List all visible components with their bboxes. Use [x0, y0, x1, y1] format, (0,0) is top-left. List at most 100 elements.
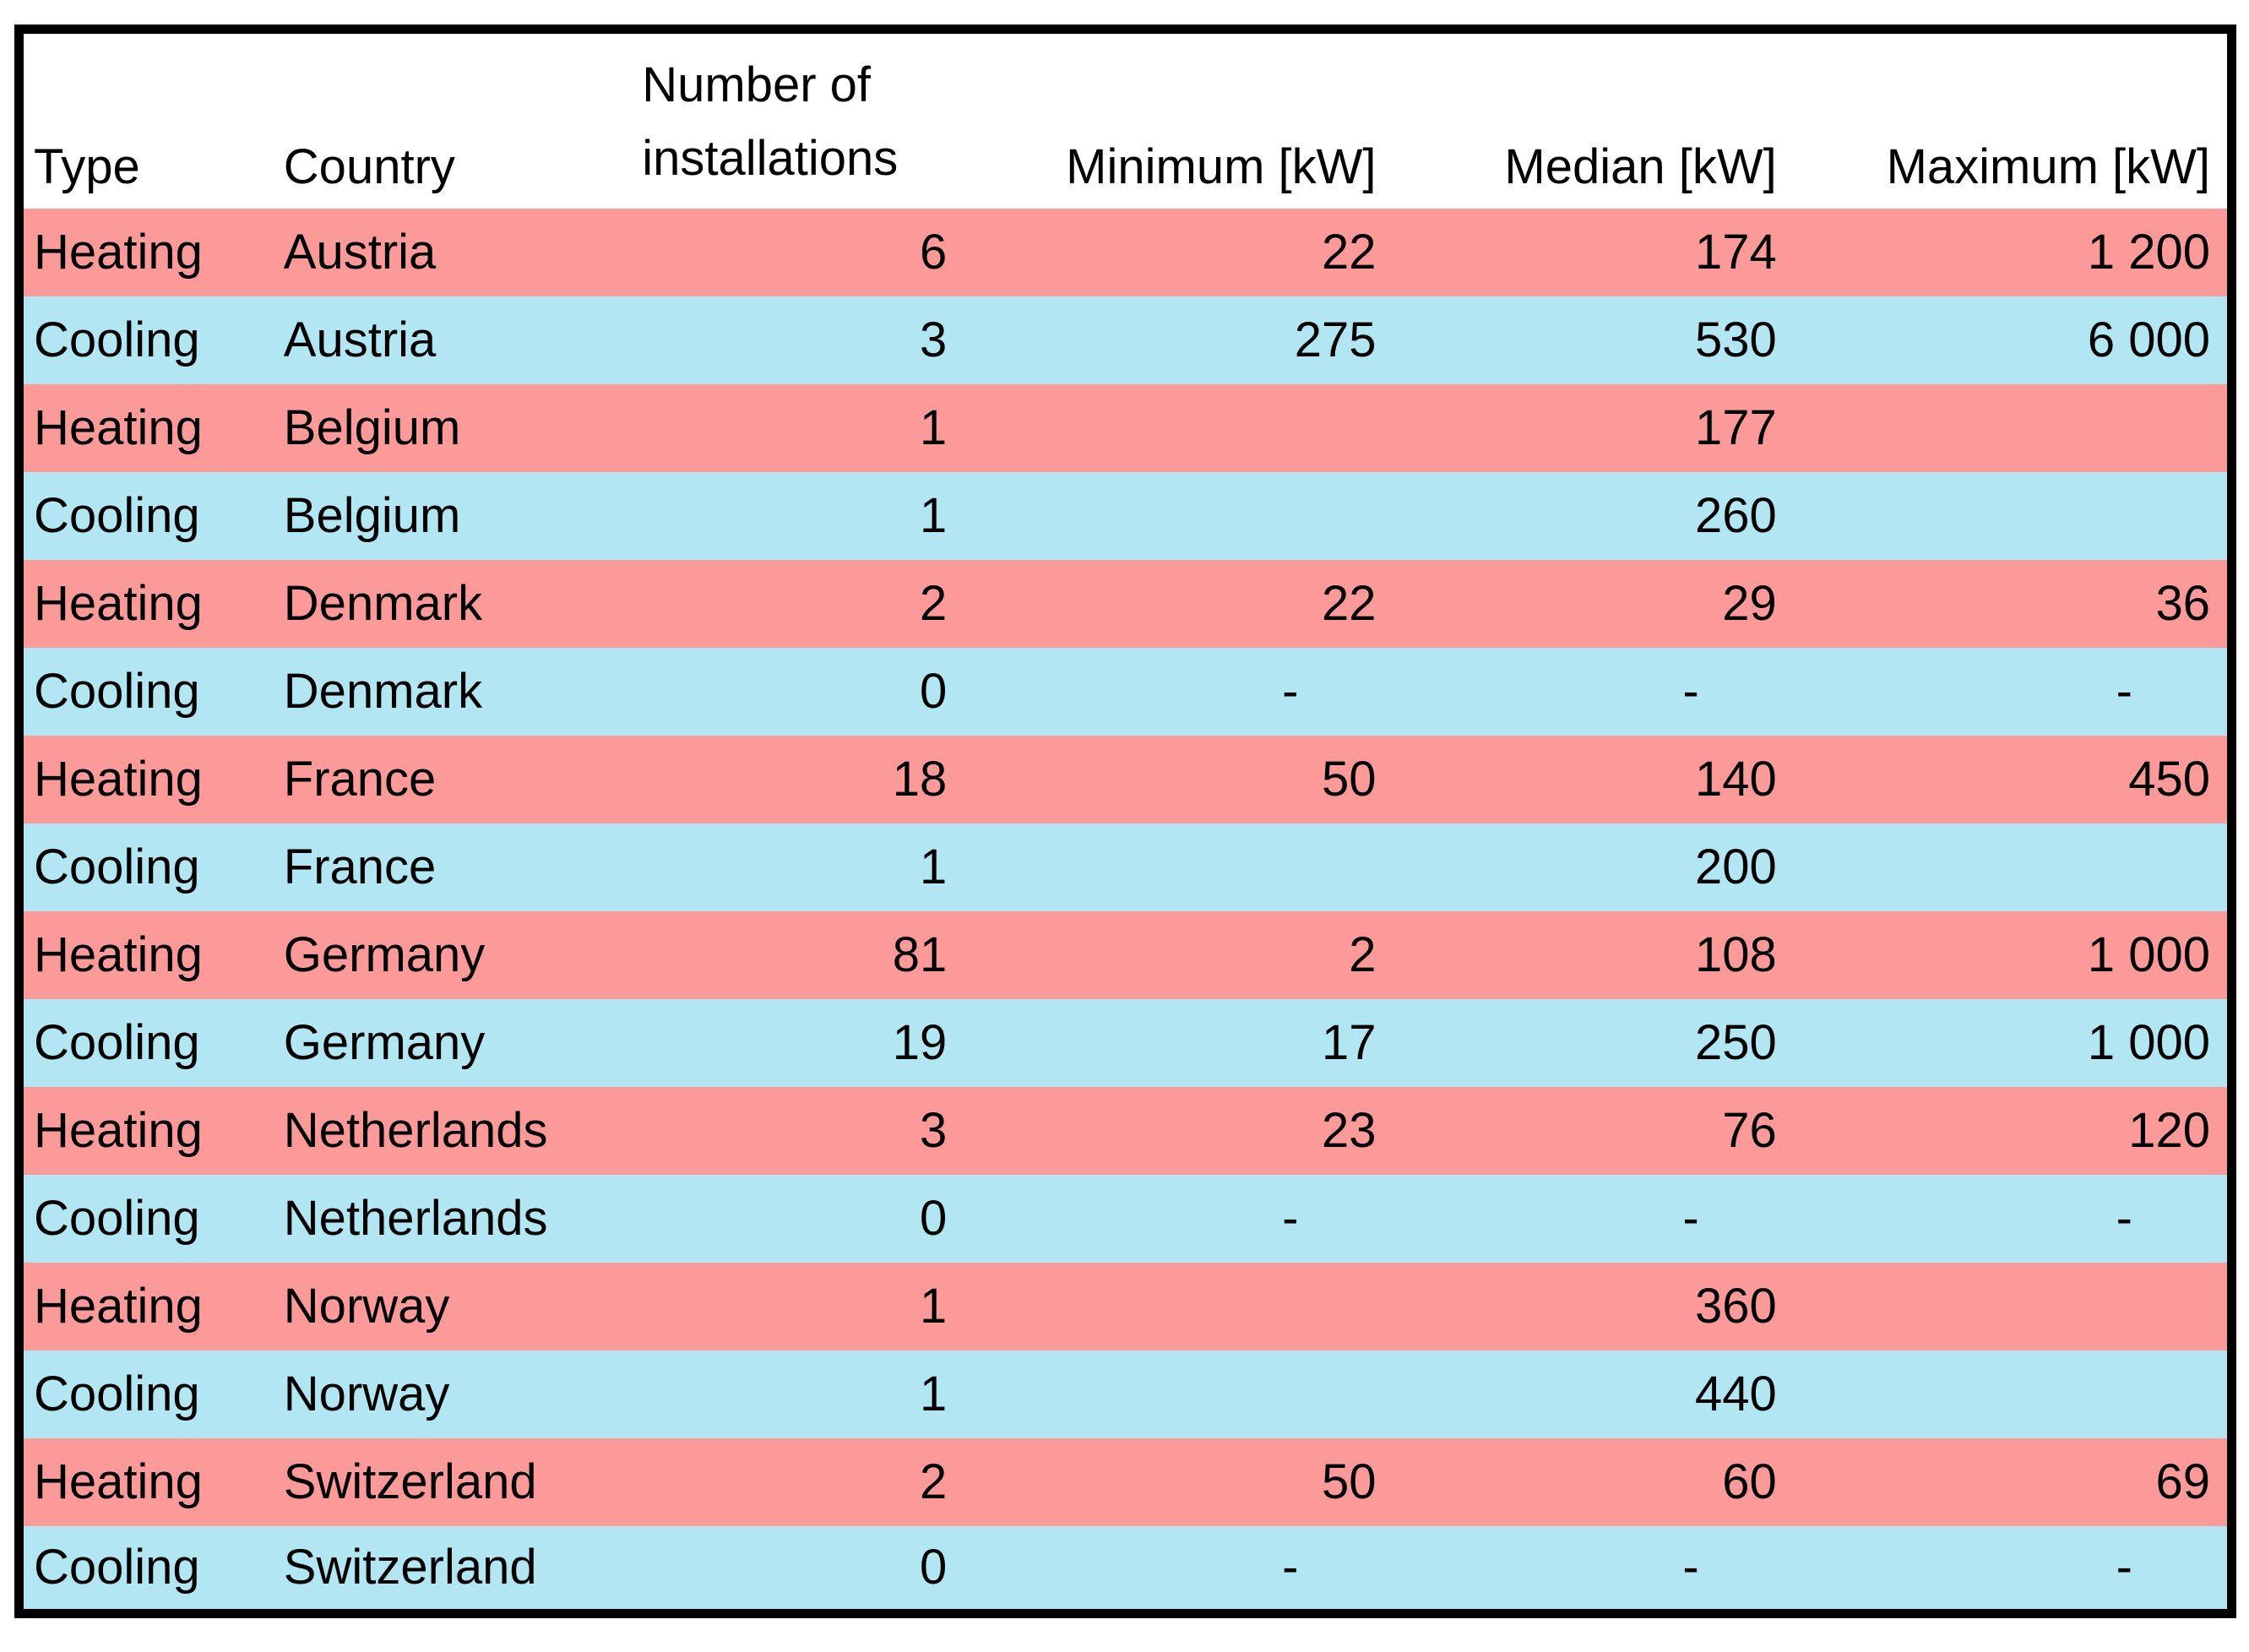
cell-type: Heating — [19, 735, 274, 823]
cell-type: Cooling — [19, 1174, 274, 1263]
cell-country: Netherlands — [273, 1086, 633, 1175]
cell-minimum — [964, 1350, 1393, 1438]
cell-maximum: 1 000 — [1793, 998, 2232, 1087]
cell-minimum: 22 — [964, 559, 1393, 648]
cell-country: Switzerland — [273, 1437, 633, 1526]
table-row: Heating Denmark 2 22 29 36 — [19, 559, 2232, 648]
cell-type: Cooling — [19, 1525, 274, 1614]
cell-country: Netherlands — [273, 1174, 633, 1263]
cell-country: Belgium — [273, 383, 633, 472]
cell-type: Heating — [19, 910, 274, 999]
cell-country: France — [273, 823, 633, 911]
cell-minimum — [964, 823, 1393, 911]
col-header-minimum: Minimum [kW] — [964, 29, 1393, 209]
cell-maximum — [1793, 471, 2232, 560]
cell-minimum: 22 — [964, 208, 1393, 296]
cell-installations: 0 — [632, 1525, 964, 1614]
cell-median: 60 — [1393, 1437, 1794, 1526]
cell-country: Denmark — [273, 559, 633, 648]
cell-type: Heating — [19, 1262, 274, 1350]
cell-country: Norway — [273, 1262, 633, 1350]
cell-median: 200 — [1393, 823, 1794, 911]
cell-maximum: 120 — [1793, 1086, 2232, 1175]
cell-minimum — [964, 383, 1393, 472]
header-row: Type Country Number of installations Min… — [19, 29, 2232, 209]
cell-type: Cooling — [19, 647, 274, 736]
cell-type: Cooling — [19, 998, 274, 1087]
cell-installations: 1 — [632, 471, 964, 560]
cell-minimum — [964, 471, 1393, 560]
col-header-installations: Number of installations — [632, 29, 964, 209]
cell-median: 260 — [1393, 471, 1794, 560]
col-header-maximum: Maximum [kW] — [1793, 29, 2232, 209]
cell-installations: 19 — [632, 998, 964, 1087]
cell-maximum: 1 200 — [1793, 208, 2232, 296]
table-row: Cooling Switzerland 0- - - — [19, 1525, 2232, 1614]
cell-maximum: 1 000 — [1793, 910, 2232, 999]
cell-median: 29 — [1393, 559, 1794, 648]
cell-installations: 2 — [632, 1437, 964, 1526]
table-row: Cooling Denmark 0- - - — [19, 647, 2232, 736]
cell-maximum: - — [1793, 647, 2232, 736]
cell-minimum: 50 — [964, 1437, 1393, 1526]
table-row: Cooling Norway 1 440 — [19, 1350, 2232, 1438]
cell-minimum: 23 — [964, 1086, 1393, 1175]
cell-median: 530 — [1393, 296, 1794, 384]
cell-installations: 81 — [632, 910, 964, 999]
cell-median: - — [1393, 1525, 1794, 1614]
cell-type: Cooling — [19, 471, 274, 560]
cell-maximum — [1793, 1262, 2232, 1350]
cell-installations: 0 — [632, 647, 964, 736]
cell-country: Germany — [273, 910, 633, 999]
cell-maximum: - — [1793, 1525, 2232, 1614]
cell-country: Switzerland — [273, 1525, 633, 1614]
table-row: Cooling France 1 200 — [19, 823, 2232, 911]
cell-maximum: 36 — [1793, 559, 2232, 648]
cell-country: Austria — [273, 208, 633, 296]
cell-country: Austria — [273, 296, 633, 384]
cell-maximum — [1793, 383, 2232, 472]
cell-median: 360 — [1393, 1262, 1794, 1350]
cell-median: - — [1393, 647, 1794, 736]
cell-median: 440 — [1393, 1350, 1794, 1438]
table-row: Heating Germany 81 2 108 1 000 — [19, 910, 2232, 999]
cell-median: 108 — [1393, 910, 1794, 999]
cell-minimum: 275 — [964, 296, 1393, 384]
table-row: Cooling Netherlands 0- - - — [19, 1174, 2232, 1263]
cell-installations: 1 — [632, 1350, 964, 1438]
cell-maximum: 6 000 — [1793, 296, 2232, 384]
cell-type: Cooling — [19, 823, 274, 911]
cell-minimum — [964, 1262, 1393, 1350]
cell-installations: 1 — [632, 1262, 964, 1350]
cell-type: Heating — [19, 559, 274, 648]
cell-median: 250 — [1393, 998, 1794, 1087]
cell-installations: 2 — [632, 559, 964, 648]
cell-installations: 6 — [632, 208, 964, 296]
cell-minimum: 50 — [964, 735, 1393, 823]
cell-country: Denmark — [273, 647, 633, 736]
cell-maximum: - — [1793, 1174, 2232, 1263]
cell-minimum: 17 — [964, 998, 1393, 1087]
cell-minimum: 2 — [964, 910, 1393, 999]
cell-installations: 3 — [632, 1086, 964, 1175]
cell-type: Heating — [19, 1437, 274, 1526]
table-row: Cooling Austria 3 275 530 6 000 — [19, 296, 2232, 384]
cell-minimum: - — [964, 1174, 1393, 1263]
table-row: Heating Switzerland 2 50 60 69 — [19, 1437, 2232, 1526]
cell-maximum: 69 — [1793, 1437, 2232, 1526]
cell-maximum — [1793, 1350, 2232, 1438]
installations-table: Type Country Number of installations Min… — [14, 24, 2236, 1618]
cell-type: Cooling — [19, 1350, 274, 1438]
cell-type: Heating — [19, 383, 274, 472]
cell-country: Germany — [273, 998, 633, 1087]
col-header-country: Country — [273, 29, 633, 209]
cell-country: Norway — [273, 1350, 633, 1438]
cell-type: Heating — [19, 1086, 274, 1175]
table-row: Heating Austria 6 22 174 1 200 — [19, 208, 2232, 296]
cell-installations: 0 — [632, 1174, 964, 1263]
col-header-type: Type — [19, 29, 274, 209]
table-row: Heating France 18 50 140 450 — [19, 735, 2232, 823]
cell-country: France — [273, 735, 633, 823]
cell-median: 76 — [1393, 1086, 1794, 1175]
